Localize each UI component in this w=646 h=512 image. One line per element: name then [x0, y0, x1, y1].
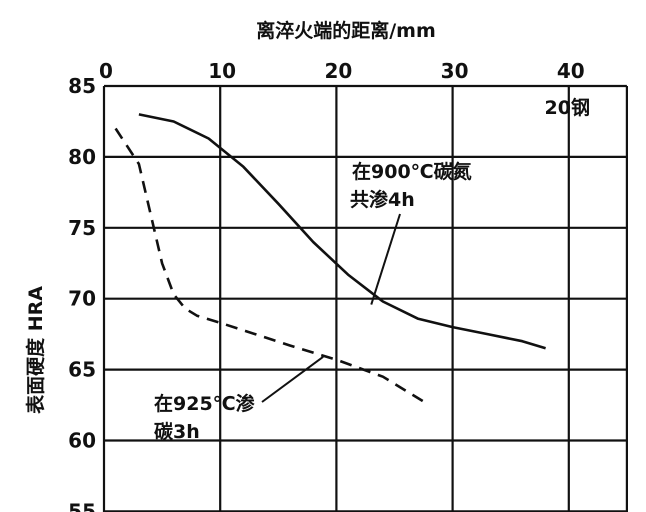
annotation-text: 在900℃碳氮: [352, 160, 472, 183]
annotation-leader: [370, 213, 401, 305]
y-tick-label: 65: [68, 358, 96, 382]
y-tick-label: 60: [68, 429, 96, 453]
x-tick-label: 20: [324, 59, 352, 83]
x-tick-label: 10: [208, 59, 236, 83]
annotation-leader: [261, 356, 324, 403]
y-tick-label: 80: [68, 145, 96, 169]
x-tick-label: 0: [99, 59, 113, 83]
annotation-text: 在925℃渗: [154, 392, 256, 415]
tick-labels: 0 10 20 30 40 85 80 75 70 65 60 55: [68, 59, 585, 512]
series-line-carbonitriding: [138, 113, 546, 350]
y-tick-label: 70: [68, 287, 96, 311]
annotation-text: 碳3h: [154, 420, 200, 443]
series-lines: [114, 113, 546, 407]
y-tick-label: 85: [68, 74, 96, 98]
grid: [102, 84, 629, 512]
x-tick-label: 30: [441, 59, 469, 83]
x-axis-label: 离淬火端的距离/mm: [256, 19, 436, 42]
y-tick-label: 55: [68, 499, 96, 512]
annotation-text: 共渗4h: [350, 188, 415, 211]
y-axis-label: 表面硬度 HRA: [24, 286, 47, 414]
x-tick-label: 40: [557, 59, 585, 83]
y-tick-label: 75: [68, 216, 96, 240]
series-line-carburizing: [114, 127, 431, 407]
material-label: 20钢: [545, 97, 590, 119]
